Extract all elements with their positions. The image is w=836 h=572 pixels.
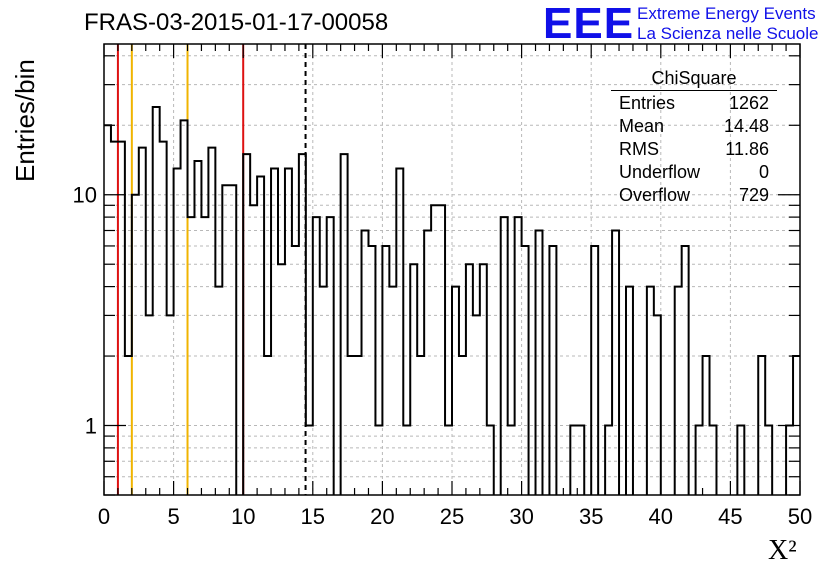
- histogram-series: [104, 106, 800, 495]
- x-tick-label: 0: [98, 504, 110, 529]
- y-tick-label: 10: [73, 183, 97, 208]
- stats-box-title: ChiSquare: [651, 68, 737, 88]
- x-axis-label: X²: [768, 535, 797, 566]
- stats-label: Underflow: [619, 162, 701, 182]
- x-tick-label: 40: [649, 504, 673, 529]
- stats-value: 1262: [728, 93, 769, 113]
- logo-line-2: La Scienza nelle Scuole: [637, 24, 819, 43]
- stats-row-mean: Mean 14.48: [619, 116, 769, 140]
- stats-row-rms: RMS 11.86: [619, 139, 769, 163]
- axis-ticks: [103, 44, 801, 496]
- x-tick-label: 10: [231, 504, 255, 529]
- y-tick-label: 1: [85, 414, 97, 439]
- y-axis-label: Entries/bin: [10, 59, 40, 182]
- x-tick-label: 5: [167, 504, 179, 529]
- x-tick-label: 30: [509, 504, 533, 529]
- axis-tick-labels: 0 5 10 15 20 25 30 35 40 45 50 1 10: [73, 183, 813, 529]
- stats-label: Mean: [619, 116, 665, 136]
- stats-row-entries: Entries 1262: [619, 93, 769, 117]
- x-tick-label: 50: [788, 504, 812, 529]
- chart-title: FRAS-03-2015-01-17-00058: [84, 9, 389, 36]
- stats-value: 729: [738, 185, 769, 205]
- x-tick-label: 45: [718, 504, 742, 529]
- x-tick-label: 25: [440, 504, 464, 529]
- eee-logo: EEE: [543, 0, 635, 48]
- stats-box-divider: [611, 90, 777, 91]
- stats-label: Entries: [619, 93, 676, 113]
- x-tick-label: 15: [301, 504, 325, 529]
- stats-label: Overflow: [619, 185, 691, 205]
- x-tick-label: 35: [579, 504, 603, 529]
- stats-row-overflow: Overflow 729: [619, 185, 769, 209]
- stats-value: 11.86: [725, 139, 769, 159]
- stats-row-underflow: Underflow 0: [619, 162, 769, 186]
- stats-label: RMS: [619, 139, 659, 159]
- logo-line-1: Extreme Energy Events: [637, 4, 816, 23]
- stats-value: 0: [758, 162, 769, 182]
- x-tick-label: 20: [370, 504, 394, 529]
- stats-value: 14.48: [723, 116, 769, 136]
